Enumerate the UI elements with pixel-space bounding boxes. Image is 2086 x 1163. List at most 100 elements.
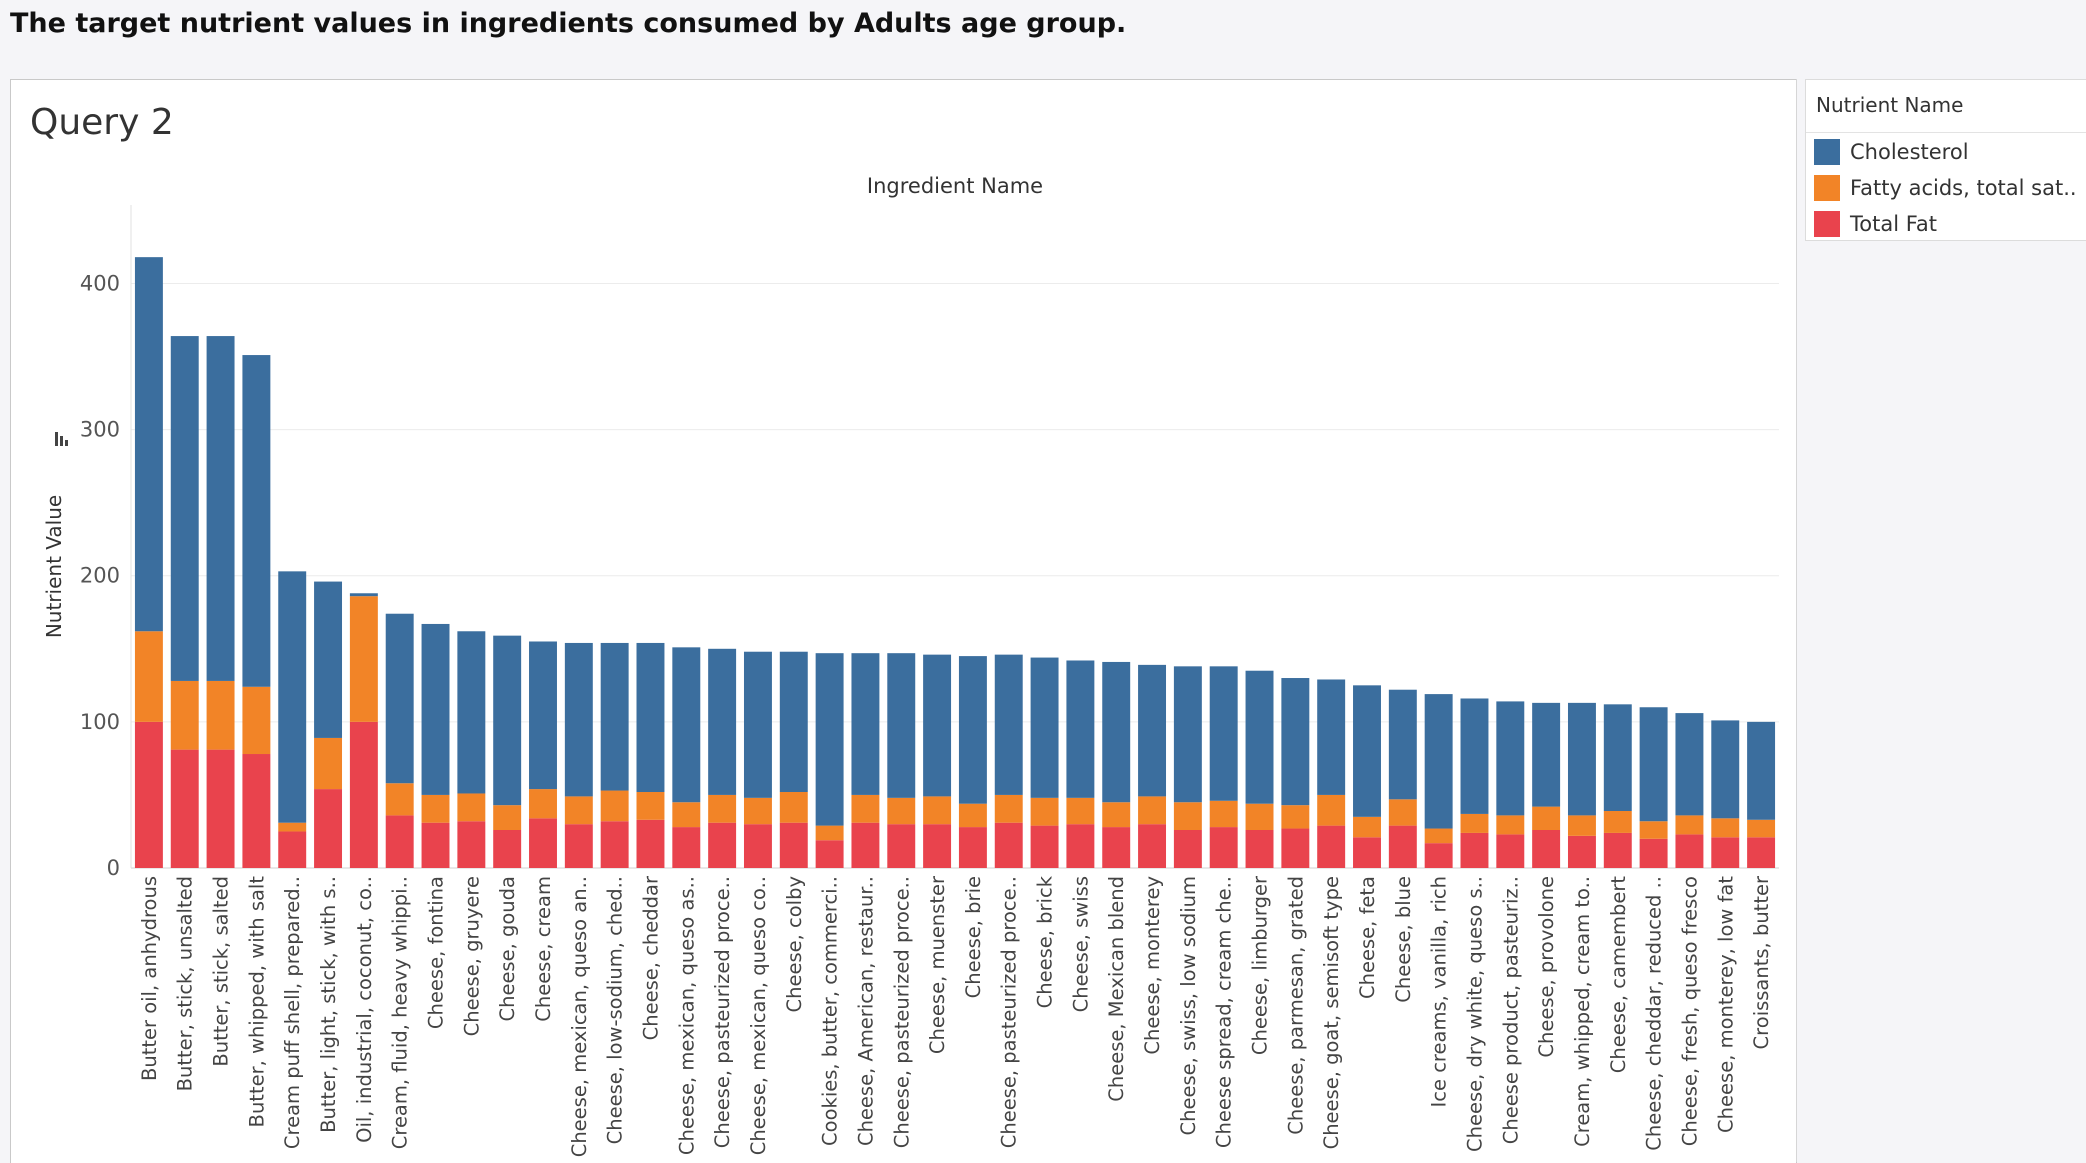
bar-segment: [564, 824, 593, 868]
legend-item-total-fat[interactable]: Total Fat: [1814, 210, 1937, 238]
bar-segment: [1747, 721, 1776, 820]
bar-segment: [1173, 830, 1202, 868]
sheet-title: Query 2: [30, 102, 174, 143]
bar-segment: [206, 336, 235, 681]
bar-segment: [242, 355, 271, 687]
bar-segment: [1532, 702, 1561, 807]
x-tick-label: Cheese, colby: [783, 876, 806, 1013]
bar-segment: [994, 794, 1023, 823]
x-tick-label: Cheese, limburger: [1249, 875, 1272, 1055]
y-tick-label: 200: [80, 564, 120, 588]
x-tick-label: Cheese, brick: [1034, 875, 1057, 1008]
x-tick-label: Cheese product, pasteuriz..: [1499, 876, 1522, 1144]
bar-segment: [170, 749, 199, 868]
x-tick-label: Cheese spread, cream che..: [1213, 876, 1236, 1148]
bar-segment: [923, 654, 952, 797]
bar-segment: [779, 792, 808, 823]
bar-segment: [708, 648, 737, 795]
legend-item-cholesterol[interactable]: Cholesterol: [1814, 138, 1969, 166]
bar-segment: [349, 721, 378, 868]
bar-segment: [1138, 664, 1167, 797]
bar-segment: [134, 631, 163, 722]
bar-segment: [815, 653, 844, 826]
bar-segment: [385, 815, 414, 868]
bar-segment: [958, 656, 987, 804]
bar-segment: [1353, 685, 1381, 817]
bar-segment: [1496, 815, 1525, 835]
y-tick-label: 300: [80, 418, 120, 442]
bar-segment: [1639, 838, 1668, 868]
bar-segment: [493, 805, 522, 831]
y-tick-label: 0: [107, 856, 120, 880]
bar-segment: [1138, 824, 1167, 868]
bar-segment: [1424, 828, 1453, 844]
bar-segment: [887, 824, 916, 868]
bar-segment: [278, 571, 307, 823]
bar-segment: [1496, 701, 1525, 816]
bar-segment: [529, 789, 557, 819]
bar-segment: [851, 822, 880, 868]
bar-segment: [1317, 825, 1346, 868]
bar-segment: [1675, 834, 1704, 868]
bar-segment: [278, 822, 307, 832]
x-tick-label: Cheese, feta: [1356, 876, 1379, 999]
bar-segment: [1567, 835, 1596, 868]
x-tick-label: Butter, whipped, with salt: [245, 876, 268, 1128]
bar-segment: [1496, 834, 1525, 868]
bar-segment: [278, 831, 307, 868]
bar-segment: [600, 642, 629, 791]
bar-segment: [1245, 670, 1274, 804]
bar-segment: [887, 797, 916, 825]
x-tick-label: Butter, stick, unsalted: [174, 876, 197, 1091]
x-tick-label: Cheese, cheddar, reduced ..: [1643, 876, 1666, 1151]
x-tick-label: Cookies, butter, commerci..: [819, 876, 842, 1146]
bar-segment: [314, 789, 343, 868]
bar-segment: [1603, 832, 1632, 868]
x-tick-label: Cheese, Mexican blend: [1105, 876, 1128, 1102]
bar-segment: [708, 794, 737, 823]
bar-segment: [815, 840, 844, 868]
bar-segment: [242, 686, 271, 755]
x-tick-label: Cheese, pasteurized proce..: [890, 876, 913, 1148]
legend-divider: [1806, 132, 2086, 133]
bar-segment: [1030, 797, 1059, 826]
legend-item-fatty-acids[interactable]: Fatty acids, total sat..: [1814, 174, 2077, 202]
bar-segment: [1030, 825, 1059, 868]
bar-segment: [672, 802, 701, 828]
bar-segment: [1066, 660, 1095, 798]
x-tick-label: Cheese, swiss, low sodium: [1177, 876, 1200, 1136]
bar-segment: [636, 642, 665, 793]
y-tick-label: 400: [80, 271, 120, 295]
x-tick-label: Cheese, cheddar: [639, 875, 662, 1040]
bar-segment: [1173, 666, 1202, 803]
bar-segment: [1066, 824, 1095, 868]
bar-segment: [1173, 802, 1202, 831]
bar-segment: [1424, 843, 1453, 868]
x-tick-label: Cheese, pasteurized proce..: [998, 876, 1021, 1148]
bar-segment: [1532, 830, 1561, 868]
bar-segment: [493, 635, 522, 806]
x-tick-label: Butter, stick, salted: [210, 876, 233, 1067]
bar-segment: [1675, 815, 1704, 835]
x-tick-label: Cheese, muenster: [926, 875, 949, 1054]
bar-segment: [1460, 698, 1489, 814]
x-tick-label: Cheese, American, restaur..: [854, 876, 877, 1146]
bar-segment: [1567, 702, 1596, 816]
legend-label: Fatty acids, total sat..: [1850, 176, 2077, 200]
bar-segment: [1102, 827, 1131, 868]
x-tick-label: Cheese, parmesan, grated: [1284, 876, 1307, 1135]
bar-segment: [1388, 689, 1417, 800]
bar-segment: [1711, 837, 1740, 868]
bar-segment: [1567, 815, 1596, 836]
bar-segment: [206, 680, 235, 750]
legend-swatch-fatty-acids: [1814, 175, 1840, 201]
bar-segment: [1353, 837, 1381, 868]
bar-segment: [1281, 828, 1310, 868]
bar-segment: [421, 822, 450, 868]
x-tick-label: Butter oil, anhydrous: [138, 876, 161, 1081]
bar-segment: [242, 754, 271, 868]
bar-segment: [206, 749, 235, 868]
bar-segment: [1532, 806, 1561, 831]
x-tick-label: Ice creams, vanilla, rich: [1428, 876, 1451, 1107]
stacked-bar-chart[interactable]: Ingredient Name 0 100 200 300 400 Nutrient Val…: [11, 80, 1796, 1163]
